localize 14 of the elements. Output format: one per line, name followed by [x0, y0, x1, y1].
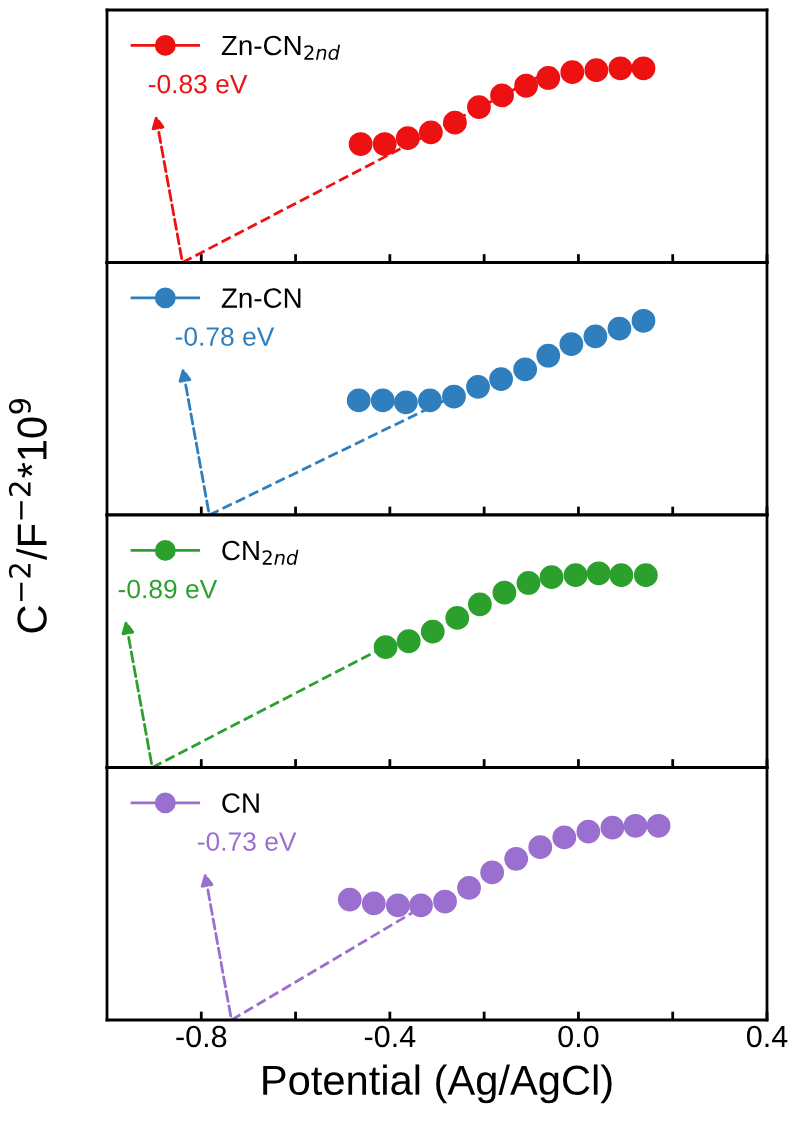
legend-label: Zn-CN — [221, 288, 301, 308]
annotation: -0.78 eV — [175, 327, 275, 346]
x-tick-label: 0.0 — [558, 1025, 599, 1048]
annotation: -0.73 eV — [197, 832, 297, 851]
annotation: -0.83 eV — [148, 74, 248, 94]
legend-label: CN — [222, 793, 259, 813]
legend-label: Zn-CN$_{2nd}$ — [221, 35, 341, 60]
x-tick-label: -0.8 — [176, 1025, 227, 1048]
x-axis-title: Potential (Ag/AgCl) — [263, 1064, 612, 1104]
y-axis-title: C$^{−2}$/F$^{−2}$*10$^{9}$ — [8, 398, 47, 633]
annotation: -0.89 eV — [118, 579, 218, 599]
x-tick-label: -0.4 — [364, 1025, 416, 1048]
x-tick-label: 0.4 — [746, 1025, 788, 1048]
legend-label: CN$_{2nd}$ — [222, 540, 299, 565]
